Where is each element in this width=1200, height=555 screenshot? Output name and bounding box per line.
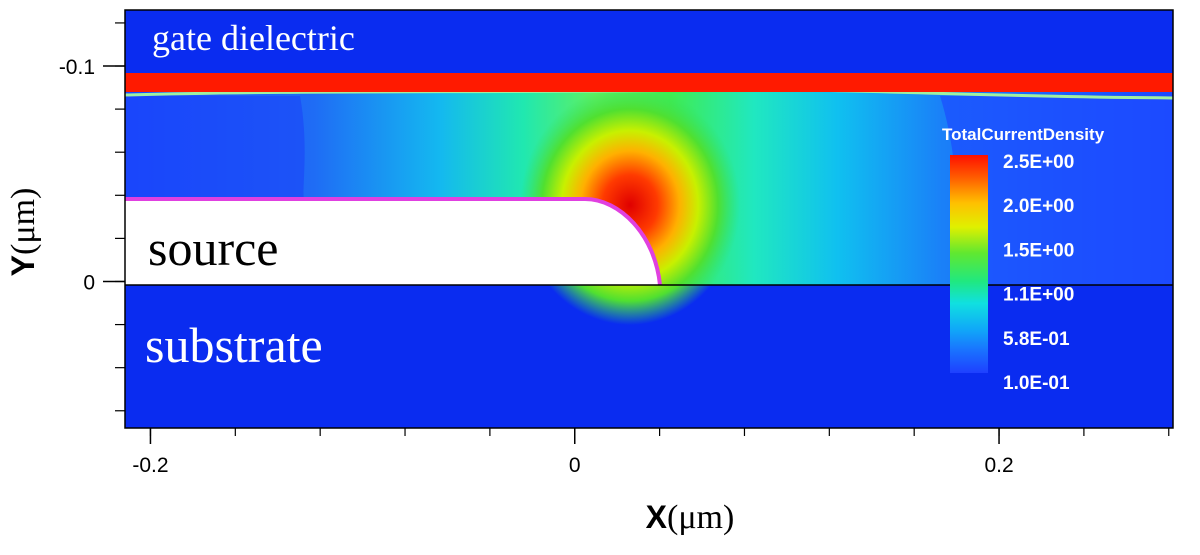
- x-axis-minor-ticks: [149, 428, 1170, 436]
- colorbar-label: 2.0E+00: [1003, 196, 1074, 217]
- x-tick-label: 0.2: [984, 454, 1013, 477]
- y-tick-label: 0: [83, 271, 95, 294]
- colorbar-title: TotalCurrentDensity: [942, 125, 1105, 144]
- x-axis-label-bold: X: [646, 499, 668, 535]
- colorbar-gradient: [950, 155, 988, 373]
- y-tick-label: -0.1: [59, 56, 95, 79]
- colorbar-label: 5.8E-01: [1003, 329, 1070, 350]
- y-axis-minor-ticks: [115, 22, 125, 412]
- source-region: [125, 199, 660, 285]
- gate-oxide-strip: [125, 73, 1173, 92]
- colorbar-label: 1.5E+00: [1003, 240, 1074, 261]
- x-axis-label: X(μm): [646, 499, 735, 536]
- y-axis-label-unit: (μm): [5, 188, 42, 255]
- colorbar-label: 1.1E+00: [1003, 285, 1074, 306]
- colorbar-label: 2.5E+00: [1003, 152, 1074, 173]
- plot-frame: [124, 9, 1174, 429]
- colorbar-labels: 2.5E+00 2.0E+00 1.5E+00 1.1E+00 5.8E-01 1.0E-…: [1003, 152, 1074, 394]
- region-label-gate-dielectric: gate dielectric: [152, 18, 355, 58]
- x-axis-ticks: -0.2 0 0.2: [132, 428, 1014, 477]
- contour-band: [125, 96, 305, 200]
- x-tick-label: 0: [569, 454, 581, 477]
- y-axis-label-bold: Y: [5, 255, 41, 276]
- source-outline: [125, 197, 662, 286]
- x-tick-label: -0.2: [132, 454, 168, 477]
- contour-band: [940, 96, 1173, 285]
- y-axis-ticks: -0.1 0: [59, 56, 125, 294]
- y-axis-label: Y(μm): [5, 188, 42, 277]
- region-label-source: source: [148, 220, 279, 276]
- x-axis-label-unit: (μm): [667, 499, 734, 536]
- colorbar-label: 1.0E-01: [1003, 373, 1070, 394]
- region-label-substrate: substrate: [145, 317, 323, 373]
